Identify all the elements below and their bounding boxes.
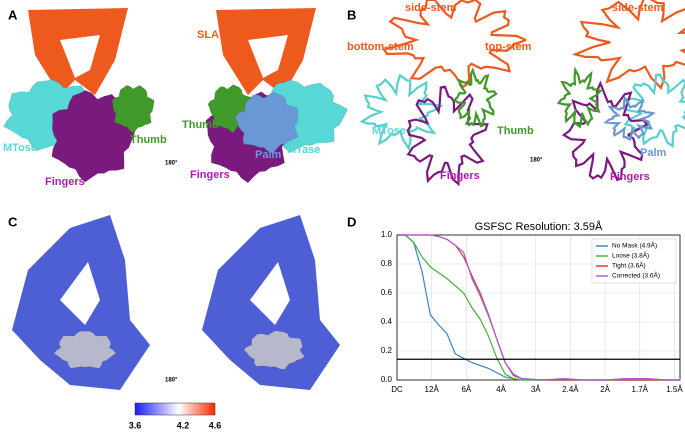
label: top-stem xyxy=(485,41,532,53)
ribbon-thumb xyxy=(452,66,498,128)
x-tick-label: 12Å xyxy=(425,385,440,394)
label: Fingers xyxy=(610,171,650,183)
label: SLA xyxy=(197,29,219,41)
ribbon-palm xyxy=(603,95,656,141)
label: Fingers xyxy=(190,169,230,181)
y-tick-label: 0.2 xyxy=(381,346,393,355)
ribbon-fingers xyxy=(561,80,649,182)
y-tick-label: 0.4 xyxy=(381,317,393,326)
ribbon-mtase xyxy=(623,73,685,149)
x-tick-label: 1.5Å xyxy=(666,385,683,394)
density-palm xyxy=(234,91,299,154)
label: side-stem xyxy=(612,2,664,14)
ribbon-rna xyxy=(571,0,685,90)
x-tick-label: 3Å xyxy=(531,385,541,394)
x-tick-label: 1.7Å xyxy=(632,385,649,394)
label: MTose xyxy=(3,142,37,154)
label: Fingers xyxy=(45,176,85,188)
label: side-stem xyxy=(405,2,457,14)
locres-hole xyxy=(60,262,100,325)
label: Thumb xyxy=(182,119,219,131)
label: 180° xyxy=(530,158,543,164)
legend-label: Loose (3.8Å) xyxy=(612,251,649,260)
label: 180° xyxy=(165,161,178,167)
x-tick-label: DC xyxy=(391,385,403,394)
colorbar-tick-label: 4.2 xyxy=(177,420,190,430)
colorbar-tick-label: 3.6 xyxy=(129,420,142,430)
legend-label: Tight (3.6Å) xyxy=(612,261,646,270)
label: B xyxy=(347,7,356,22)
sla-hole xyxy=(60,35,100,78)
y-tick-label: 1.0 xyxy=(381,230,393,239)
y-tick-label: 0.6 xyxy=(381,288,393,297)
density-thumb xyxy=(111,85,155,134)
density-fingers xyxy=(51,90,137,183)
ribbon-rna xyxy=(382,0,527,89)
colorbar-tick-label: 4.6 xyxy=(209,420,222,430)
x-tick-label: 2.4Å xyxy=(562,385,579,394)
chart-title: GSFSC Resolution: 3.59Å xyxy=(475,220,603,233)
ribbon-fingers xyxy=(406,85,489,187)
fsc-line xyxy=(397,234,680,381)
y-tick-label: 0.8 xyxy=(381,259,393,268)
legend-label: No Mask (4.9Å) xyxy=(612,241,657,250)
label: SLA xyxy=(45,24,67,36)
locres-core xyxy=(243,330,306,370)
label: bottom-stem xyxy=(347,41,414,53)
x-tick-label: 2Å xyxy=(600,385,610,394)
label: MTose xyxy=(372,125,406,137)
label: Thumb xyxy=(130,134,167,146)
y-tick-label: 0.0 xyxy=(381,375,393,384)
locres-core xyxy=(53,330,117,369)
label: Fingers xyxy=(440,170,480,182)
label: D xyxy=(347,214,356,229)
ribbon-mtase xyxy=(359,73,444,152)
label: C xyxy=(8,214,18,229)
ribbon-thumb xyxy=(556,66,603,129)
sla-hole xyxy=(248,35,288,78)
x-tick-label: 6Å xyxy=(461,385,471,394)
label: Palm xyxy=(255,149,282,161)
colorbar xyxy=(134,402,216,416)
legend-label: Corrected (3.6Å) xyxy=(612,271,660,280)
label: A xyxy=(8,7,18,22)
label: Thumb xyxy=(497,125,534,137)
label: Palm xyxy=(640,147,667,159)
x-tick-label: 4Å xyxy=(496,385,506,394)
label: 180° xyxy=(165,378,178,384)
locres-hole xyxy=(250,262,290,325)
label: MTase xyxy=(287,144,320,156)
